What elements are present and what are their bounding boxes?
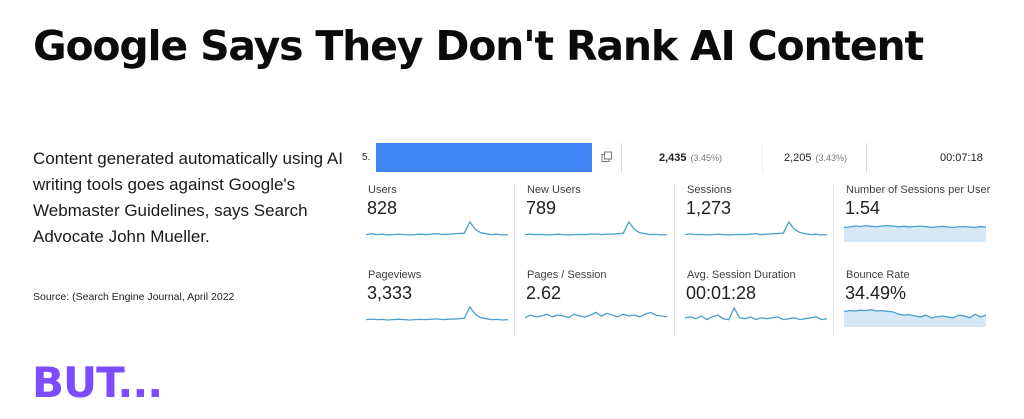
metric-label: Sessions — [687, 184, 732, 196]
slide-description: Content generated automatically using AI… — [33, 149, 343, 246]
metric-card[interactable]: Pages / Session 2.62 — [515, 269, 673, 347]
metric-value: 828 — [367, 198, 398, 218]
metric-value: 1.54 — [845, 198, 881, 218]
sparkline — [844, 309, 986, 327]
row-bar — [376, 143, 592, 172]
sparkline-line — [366, 305, 508, 321]
sparkline — [685, 306, 827, 321]
metric-card[interactable]: Bounce Rate 34.49% — [834, 269, 992, 347]
new-users-count: 2,205 — [784, 152, 812, 164]
users-pct: (3.45%) — [690, 153, 723, 163]
metric-card[interactable]: Number of Sessions per User 1.54 — [834, 184, 992, 262]
users-cell: 2,435 (3.45%) — [659, 152, 722, 164]
metric-value: 789 — [526, 198, 557, 218]
users-count: 2,435 — [659, 152, 687, 164]
sparkline-area — [844, 225, 986, 242]
sparkline-line — [844, 309, 986, 319]
metric-label: Pageviews — [368, 269, 422, 281]
card-divider — [674, 184, 675, 336]
metric-card[interactable]: Users 828 — [356, 184, 514, 262]
sparkline-line — [685, 306, 827, 321]
column-divider — [866, 143, 867, 173]
metric-label: New Users — [527, 184, 581, 196]
sparkline — [366, 220, 508, 236]
metric-card[interactable]: Pageviews 3,333 — [356, 269, 514, 347]
sparkline-area — [844, 309, 986, 327]
metric-card[interactable]: Sessions 1,273 — [675, 184, 833, 262]
sparkline — [525, 311, 667, 319]
new-users-pct: (3.43%) — [815, 153, 848, 163]
sparkline-line — [685, 220, 827, 236]
metric-value: 1,273 — [686, 198, 732, 218]
footer-but: BUT... — [32, 358, 163, 407]
metric-label: Bounce Rate — [846, 269, 910, 281]
metric-card[interactable]: New Users 789 — [515, 184, 673, 262]
sparkline — [525, 220, 667, 236]
card-divider — [514, 184, 515, 336]
sparkline-line — [525, 311, 667, 319]
metric-label: Users — [368, 184, 397, 196]
source-citation: Source: (Search Engine Journal, April 20… — [33, 291, 235, 303]
metric-value: 00:01:28 — [686, 283, 757, 303]
metric-card[interactable]: Avg. Session Duration 00:01:28 — [675, 269, 833, 347]
sparkline — [844, 224, 986, 242]
column-divider — [621, 143, 622, 173]
sparkline — [685, 220, 827, 236]
metric-label: Avg. Session Duration — [687, 269, 796, 281]
table-row: 5. 2,435 (3.45%) 2,205 (3.43%) 00:07:18 — [356, 143, 996, 173]
sparkline — [366, 305, 508, 321]
duration-cell: 00:07:18 — [940, 152, 983, 164]
metric-value: 34.49% — [845, 283, 907, 303]
column-divider — [762, 143, 763, 173]
metric-value: 3,333 — [367, 283, 413, 303]
metric-label: Pages / Session — [527, 269, 607, 281]
card-divider — [833, 184, 834, 336]
copy-icon[interactable] — [601, 151, 613, 163]
sparkline-line — [366, 220, 508, 236]
sparkline-line — [525, 220, 667, 236]
sparkline-line — [844, 224, 986, 229]
slide-title: Google Says They Don't Rank AI Content — [33, 22, 924, 70]
new-users-cell: 2,205 (3.43%) — [784, 152, 847, 164]
metric-label: Number of Sessions per User — [846, 184, 991, 196]
metric-value: 2.62 — [526, 283, 562, 303]
row-rank: 5. — [362, 152, 371, 163]
